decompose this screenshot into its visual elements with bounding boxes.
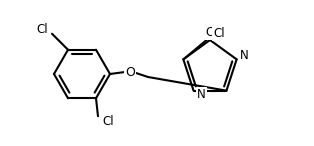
Text: Cl: Cl: [102, 115, 114, 128]
Text: O: O: [125, 66, 135, 79]
Text: N: N: [240, 49, 249, 62]
Text: Cl: Cl: [36, 23, 48, 36]
Text: N: N: [197, 88, 206, 101]
Text: Cl: Cl: [214, 27, 225, 40]
Text: O: O: [205, 26, 215, 39]
